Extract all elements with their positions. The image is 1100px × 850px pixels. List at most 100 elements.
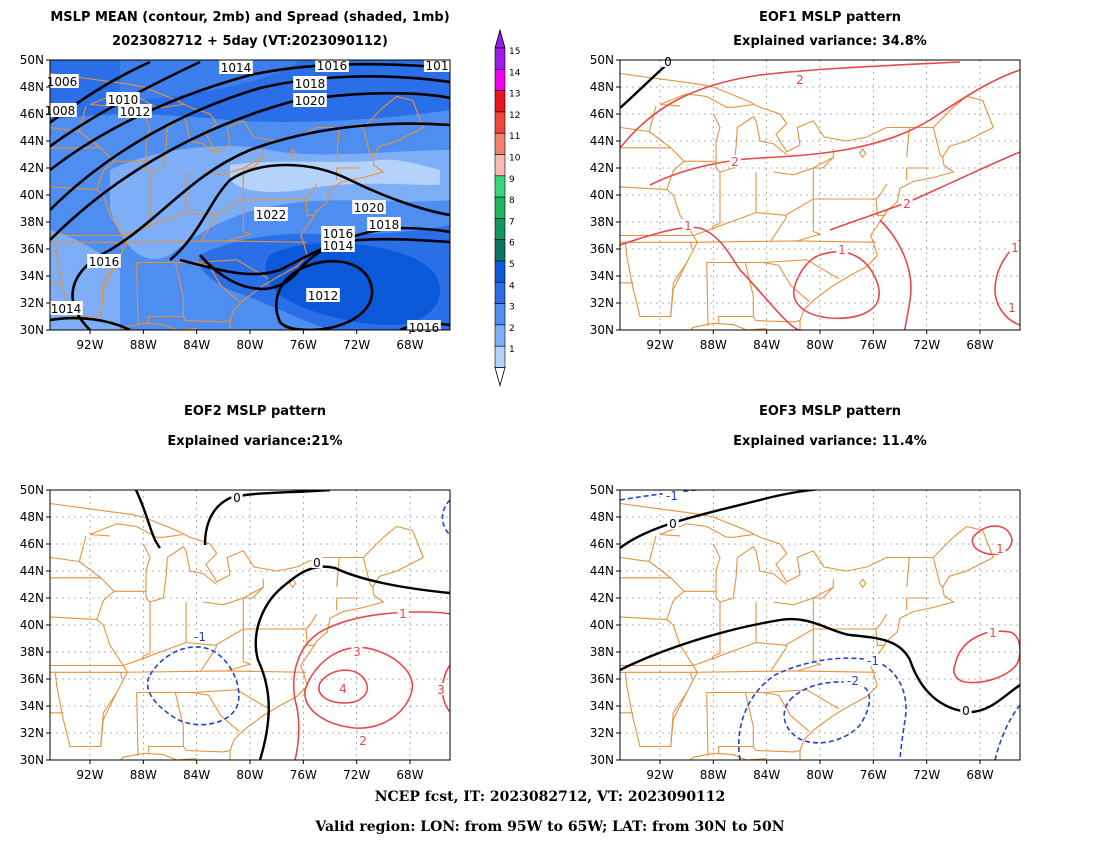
colorbar-min-arrow xyxy=(494,367,506,387)
state-border-line xyxy=(141,602,151,660)
contour-label: 0 xyxy=(664,55,672,69)
state-border-line xyxy=(50,556,80,563)
contour-label-bg xyxy=(321,238,355,252)
contour-label: 1008 xyxy=(45,104,76,118)
contour-label: 1016 xyxy=(317,59,348,73)
lake-marker xyxy=(858,578,867,589)
state-border-line xyxy=(689,752,767,760)
colorbar-swatch xyxy=(494,154,506,177)
lat-tick-label: 36N xyxy=(20,672,44,686)
lat-tick-label: 38N xyxy=(590,215,614,229)
contour-label: 101 xyxy=(426,59,449,73)
lat-tick-label: 50N xyxy=(590,53,614,67)
contour-label: -2 xyxy=(847,674,859,688)
lat-tick-label: 36N xyxy=(590,242,614,256)
state-border-line xyxy=(689,322,767,330)
state-border-line xyxy=(752,316,801,323)
lat-tick-label: 30N xyxy=(20,753,44,767)
contour-label-bg xyxy=(662,55,674,67)
lat-tick-label: 44N xyxy=(20,134,44,148)
colorbar-label: 10 xyxy=(509,154,521,164)
contour-label: 0 xyxy=(233,491,241,505)
colorbar-label: 14 xyxy=(509,68,521,78)
lon-tick-label: 92W xyxy=(76,338,103,352)
colorbar-swatch xyxy=(494,196,506,219)
lat-tick-label: 30N xyxy=(590,753,614,767)
lake-marker xyxy=(858,148,867,159)
lon-tick-label: 68W xyxy=(966,768,993,782)
state-border-line xyxy=(229,557,424,760)
state-border-line xyxy=(906,127,910,158)
contour-label: 2 xyxy=(903,197,911,211)
state-border-line xyxy=(659,523,754,538)
colorbar-swatch xyxy=(494,303,506,326)
colorbar-label: 3 xyxy=(509,303,515,313)
lon-tick-label: 68W xyxy=(966,338,993,352)
contour-label-bg xyxy=(190,630,210,642)
lon-tick-label: 72W xyxy=(343,338,370,352)
colorbar-label: 7 xyxy=(509,217,515,227)
state-border-line xyxy=(799,127,994,330)
state-border-line xyxy=(89,523,184,538)
colorbar-label: 12 xyxy=(509,111,520,121)
contour-label: -1 xyxy=(194,630,206,644)
contour-label-bg xyxy=(49,301,83,315)
state-border-line xyxy=(227,168,252,242)
contour-label: 0 xyxy=(313,556,321,570)
state-border-line xyxy=(336,557,340,588)
lon-tick-label: 92W xyxy=(646,768,673,782)
lon-tick-label: 84W xyxy=(753,338,780,352)
state-border-line xyxy=(305,183,318,216)
lon-tick-label: 72W xyxy=(343,768,370,782)
lat-tick-label: 42N xyxy=(590,591,614,605)
state-border-line xyxy=(620,198,876,237)
contour-label: 1 xyxy=(989,626,997,640)
eof3-contour-labels: -1 0 1 1 -1 -2 0 xyxy=(662,489,1006,718)
contour-label-bg xyxy=(219,60,253,74)
contour-label: -1 xyxy=(666,489,678,503)
contour-label: 1016 xyxy=(409,321,440,335)
contour-label: 1018 xyxy=(369,218,400,232)
state-border-line xyxy=(50,198,306,237)
colorbar-label: 4 xyxy=(509,281,515,291)
state-border-line xyxy=(50,670,307,673)
state-border-line xyxy=(813,156,834,169)
state-border-line xyxy=(875,613,888,646)
lat-tick-label: 40N xyxy=(20,618,44,632)
state-border-line xyxy=(752,746,801,753)
lat-tick-label: 44N xyxy=(590,564,614,578)
lon-tick-label: 84W xyxy=(183,338,210,352)
lake-marker xyxy=(288,148,297,159)
state-border-line xyxy=(620,502,994,583)
state-border-line xyxy=(620,670,877,673)
contour-label-bg xyxy=(901,197,913,209)
colorbar-swatch xyxy=(494,175,506,198)
colorbar-label: 6 xyxy=(509,239,515,249)
contour-label-bg xyxy=(321,226,355,240)
colorbar-swatch xyxy=(494,90,506,113)
colorbar-label: 2 xyxy=(509,324,515,334)
state-border-line xyxy=(906,557,910,588)
state-border-line xyxy=(192,691,240,733)
colorbar-swatch xyxy=(494,111,506,134)
colorbar-swatch xyxy=(494,132,506,155)
state-border-line xyxy=(182,746,231,753)
axis-labels: 50N 48N 46N 44N 42N 40N 38N 36N 34N 32N 30N 92W 88W 8… xyxy=(20,53,994,782)
state-border-line xyxy=(136,262,139,326)
state-border-line xyxy=(670,262,688,317)
contour-label-bg xyxy=(45,74,79,88)
contour-label-bg xyxy=(662,489,682,501)
colorbar-swatch xyxy=(494,345,506,368)
colorbar-label: 8 xyxy=(509,196,515,206)
lat-tick-label: 44N xyxy=(590,134,614,148)
lat-tick-label: 32N xyxy=(590,296,614,310)
state-border-line xyxy=(762,261,810,303)
contour-label-bg xyxy=(87,254,121,268)
contour-label-bg xyxy=(352,200,386,214)
contour-label-bg xyxy=(1009,241,1021,253)
colorbar-label: 5 xyxy=(509,260,515,270)
state-border-line xyxy=(813,586,834,599)
lat-tick-label: 42N xyxy=(20,591,44,605)
contour-label: 1 xyxy=(399,607,407,621)
contour-label: 1012 xyxy=(120,105,151,119)
